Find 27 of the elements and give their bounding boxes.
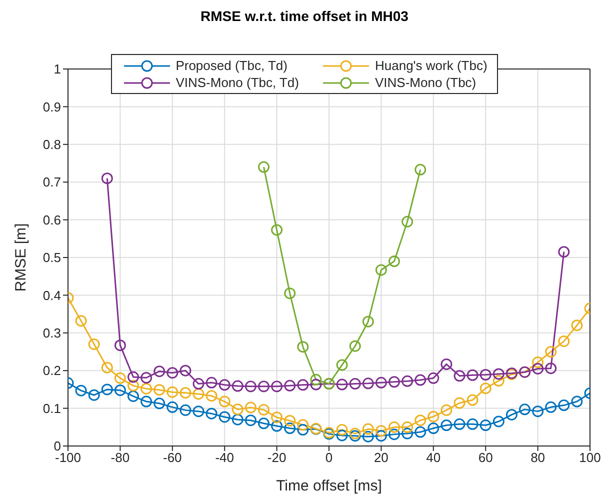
y-axis-title: RMSE [m] (12, 223, 30, 292)
x-tick-label: 60 (478, 450, 493, 466)
y-tick-label: 0.7 (42, 174, 61, 190)
y-tick-label: 0.1 (42, 400, 61, 416)
x-axis-title: Time offset [ms] (276, 478, 382, 495)
x-tick-label: -20 (267, 450, 286, 466)
legend-label: VINS-Mono (Tbc) (375, 75, 476, 90)
x-tick-label: 0 (325, 450, 333, 466)
y-tick-label: 0.9 (42, 99, 61, 114)
x-tick-label: -40 (215, 450, 234, 466)
legend-label: VINS-Mono (Tbc, Td) (176, 75, 299, 90)
x-tick-label: 100 (579, 450, 601, 466)
x-tick-label: 20 (374, 450, 388, 466)
y-tick-label: 0.4 (42, 288, 61, 303)
chart-title: RMSE w.r.t. time offset in MH03 (200, 8, 410, 26)
x-tick-label: 40 (426, 450, 441, 466)
y-tick-label: 0.5 (42, 250, 61, 266)
x-tick-label: -80 (110, 450, 130, 466)
y-tick-label: 0.6 (42, 212, 61, 228)
x-tick-label: -60 (163, 450, 182, 466)
x-tick-label: 80 (530, 450, 546, 466)
y-tick-label: 0.8 (42, 137, 61, 152)
y-tick-label: 1 (54, 62, 61, 77)
y-tick-label: 0.2 (42, 363, 61, 378)
legend-label: Proposed (Tbc, Td) (176, 58, 288, 73)
legend-label: Huang's work (Tbc) (375, 58, 488, 73)
y-tick-label: 0.3 (42, 326, 61, 341)
